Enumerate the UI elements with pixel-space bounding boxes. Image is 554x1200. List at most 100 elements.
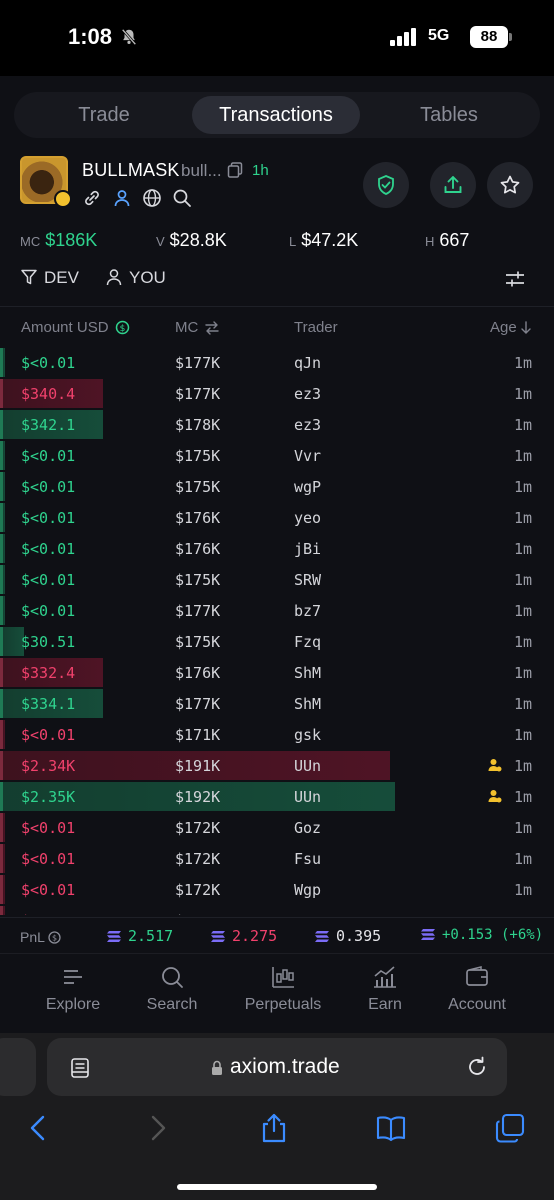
table-row[interactable]: $<0.01 $172K Fsu 1m xyxy=(0,843,554,874)
table-row[interactable]: $<0.01 $172K 1YQ 1m xyxy=(0,905,554,915)
transactions-table: $<0.01 $177K qJn 1m $340.4 $177K ez3 1m $342.1 $1… xyxy=(0,347,554,915)
cell-mc: $172K xyxy=(175,850,221,868)
cell-trader[interactable]: wgP xyxy=(294,478,322,496)
nav-explore[interactable]: Explore xyxy=(18,964,128,1014)
reload-icon[interactable] xyxy=(465,1055,489,1079)
table-row[interactable]: $2.34K $191K UUn 1m xyxy=(0,750,554,781)
cell-trader[interactable]: gsk xyxy=(294,726,322,744)
table-row[interactable]: $<0.01 $177K qJn 1m xyxy=(0,347,554,378)
table-row[interactable]: $30.51 $175K Fzq 1m xyxy=(0,626,554,657)
forward-icon[interactable] xyxy=(140,1111,174,1145)
cell-trader[interactable]: bz7 xyxy=(294,602,322,620)
address-bar[interactable]: axiom.trade xyxy=(47,1038,507,1096)
url-text: axiom.trade xyxy=(230,1055,340,1078)
user-icon[interactable] xyxy=(112,188,132,208)
lock-icon xyxy=(212,1060,222,1075)
signal-icon xyxy=(390,28,416,46)
tab-trade[interactable]: Trade xyxy=(78,104,130,126)
cell-trader[interactable]: qJn xyxy=(294,354,322,372)
cell-trader[interactable]: ez3 xyxy=(294,385,322,403)
table-row[interactable]: $<0.01 $175K SRW 1m xyxy=(0,564,554,595)
filter-dev[interactable]: DEV xyxy=(20,266,80,290)
tab-transactions[interactable]: Transactions xyxy=(192,96,360,134)
col-amount[interactable]: Amount USD $ xyxy=(21,319,130,336)
cell-age: 1m xyxy=(513,850,532,868)
cell-trader[interactable]: yeo xyxy=(294,509,322,527)
cell-mc: $175K xyxy=(175,447,221,465)
cell-trader[interactable]: Vvr xyxy=(294,447,322,465)
cell-amount: $<0.01 xyxy=(21,881,76,899)
table-row[interactable]: $<0.01 $176K jBi 1m xyxy=(0,533,554,564)
solana-icon xyxy=(107,931,121,942)
previous-tab[interactable] xyxy=(0,1038,36,1096)
table-row[interactable]: $<0.01 $177K bz7 1m xyxy=(0,595,554,626)
tab-tables[interactable]: Tables xyxy=(420,104,478,126)
sell-volume-bar xyxy=(0,720,5,749)
cell-trader[interactable]: ez3 xyxy=(294,416,322,434)
search-icon[interactable] xyxy=(172,188,192,208)
cell-trader[interactable]: Fzq xyxy=(294,633,322,651)
table-row[interactable]: $2.35K $192K UUn 1m xyxy=(0,781,554,812)
table-row[interactable]: $340.4 $177K ez3 1m xyxy=(0,378,554,409)
buy-volume-bar xyxy=(0,410,103,439)
view-tabs: Trade Transactions Tables xyxy=(14,92,540,138)
tabs-icon[interactable] xyxy=(493,1111,527,1145)
nav-search[interactable]: Search xyxy=(117,964,227,1014)
copy-icon[interactable] xyxy=(227,162,243,178)
table-row[interactable]: $332.4 $176K ShM 1m xyxy=(0,657,554,688)
table-row[interactable]: $<0.01 $171K gsk 1m xyxy=(0,719,554,750)
cell-trader[interactable]: Fsu xyxy=(294,850,322,868)
cell-trader[interactable]: Wgp xyxy=(294,881,322,899)
table-row[interactable]: $<0.01 $172K Wgp 1m xyxy=(0,874,554,905)
cell-trader[interactable]: jBi xyxy=(294,540,322,558)
share-button[interactable] xyxy=(430,162,476,208)
cell-trader[interactable]: UUn xyxy=(294,757,322,775)
browser-toolbar: axiom.trade xyxy=(0,1033,554,1200)
cell-amount: $342.1 xyxy=(21,416,76,434)
cell-amount: $<0.01 xyxy=(21,850,76,868)
table-row[interactable]: $<0.01 $175K wgP 1m xyxy=(0,471,554,502)
cell-trader[interactable]: UUn xyxy=(294,788,322,806)
link-icon[interactable] xyxy=(82,188,102,208)
table-row[interactable]: $334.1 $177K ShM 1m xyxy=(0,688,554,719)
back-icon[interactable] xyxy=(22,1111,56,1145)
col-age[interactable]: Age xyxy=(490,319,532,336)
app-screen: Trade Transactions Tables BULLMASK bull.… xyxy=(0,76,554,953)
buy-volume-bar xyxy=(0,534,5,563)
cell-trader[interactable]: ShM xyxy=(294,695,322,713)
filter-you[interactable]: YOU xyxy=(105,266,167,290)
share-icon[interactable] xyxy=(257,1111,291,1145)
cell-trader[interactable]: Goz xyxy=(294,819,322,837)
cell-amount: $<0.01 xyxy=(21,602,76,620)
cell-mc: $171K xyxy=(175,726,221,744)
reader-mode-icon[interactable] xyxy=(69,1057,91,1079)
pnl-holding: 0.395 xyxy=(314,927,381,945)
cell-age: 1m xyxy=(513,447,532,465)
tune-settings-icon[interactable] xyxy=(504,268,526,290)
table-row[interactable]: $<0.01 $175K Vvr 1m xyxy=(0,440,554,471)
cell-trader[interactable]: SRW xyxy=(294,571,322,589)
cell-mc: $176K xyxy=(175,664,221,682)
security-button[interactable] xyxy=(363,162,409,208)
battery-icon: 88 xyxy=(470,26,512,48)
sell-volume-bar xyxy=(0,751,390,780)
table-row[interactable]: $<0.01 $176K yeo 1m xyxy=(0,502,554,533)
globe-icon[interactable] xyxy=(142,188,162,208)
table-row[interactable]: $<0.01 $172K Goz 1m xyxy=(0,812,554,843)
nav-earn[interactable]: Earn xyxy=(330,964,440,1014)
cell-amount: $<0.01 xyxy=(21,354,76,372)
cell-trader[interactable]: ShM xyxy=(294,664,322,682)
bookmarks-icon[interactable] xyxy=(374,1111,408,1145)
cell-mc: $175K xyxy=(175,571,221,589)
nav-account[interactable]: Account xyxy=(422,964,532,1014)
divider xyxy=(0,306,554,307)
favorite-button[interactable] xyxy=(487,162,533,208)
token-avatar[interactable] xyxy=(20,156,68,204)
col-trader[interactable]: Trader xyxy=(294,319,338,336)
col-mc[interactable]: MC xyxy=(175,319,220,336)
cell-trader[interactable]: 1YQ xyxy=(294,912,321,915)
nav-perpetuals[interactable]: Perpetuals xyxy=(228,964,338,1014)
home-indicator xyxy=(177,1184,377,1190)
table-row[interactable]: $342.1 $178K ez3 1m xyxy=(0,409,554,440)
cell-age: 1m xyxy=(514,912,532,915)
